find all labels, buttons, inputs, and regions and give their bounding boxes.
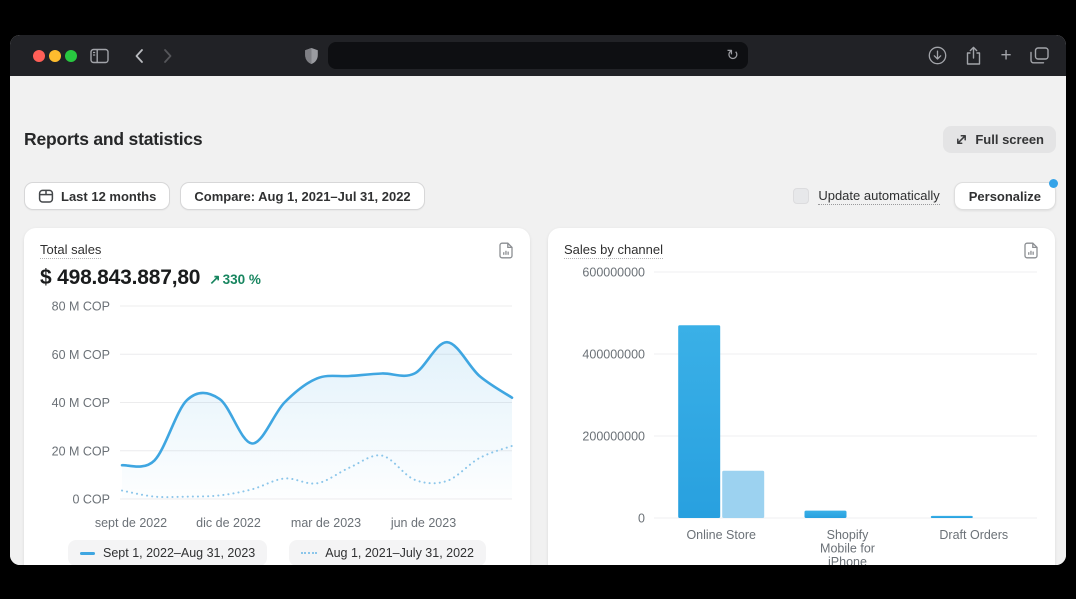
filter-left-group: Last 12 months Compare: Aug 1, 2021–Jul … (24, 182, 425, 210)
chevron-left-icon (135, 48, 143, 63)
dotted-line-swatch-icon (301, 552, 318, 554)
download-icon (928, 46, 946, 65)
sales-by-channel-title[interactable]: Sales by channel (564, 242, 664, 259)
close-window-button[interactable] (33, 50, 45, 62)
svg-text:Shopify: Shopify (827, 528, 869, 542)
file-chart-icon (1024, 242, 1038, 259)
notification-dot (1049, 179, 1058, 188)
browser-window: ↻ + (10, 35, 1066, 565)
svg-text:Draft Orders: Draft Orders (939, 528, 1008, 542)
svg-text:0: 0 (638, 512, 645, 526)
calendar-icon (38, 189, 54, 203)
personalize-label: Personalize (968, 188, 1041, 204)
page-title: Reports and statistics (24, 128, 203, 149)
forward-button[interactable] (155, 43, 181, 68)
svg-text:jun de 2023: jun de 2023 (390, 516, 456, 530)
svg-text:40 M COP: 40 M COP (52, 396, 110, 410)
total-sales-metric: $ 498.843.887,80 ↗ 330 % (40, 266, 514, 292)
export-report-button[interactable] (499, 242, 514, 262)
reload-icon[interactable]: ↻ (726, 47, 739, 64)
total-sales-change: ↗ 330 % (209, 272, 261, 288)
svg-text:dic de 2022: dic de 2022 (196, 516, 261, 530)
sales-by-channel-chart[interactable]: 600000000 400000000 200000000 0 Online Store… (564, 266, 1039, 565)
svg-text:80 M COP: 80 M COP (52, 300, 110, 314)
total-sales-change-value: 330 % (222, 272, 261, 287)
report-cards: Total sales $ 498.843.887 (24, 228, 1056, 565)
svg-text:60 M COP: 60 M COP (52, 348, 110, 362)
update-automatically-checkbox[interactable] (793, 188, 810, 204)
svg-text:400000000: 400000000 (582, 348, 645, 362)
plus-icon: + (1000, 45, 1012, 66)
filter-row: Last 12 months Compare: Aug 1, 2021–Jul … (24, 179, 1058, 210)
update-automatically-label: Update automatically (818, 187, 940, 205)
total-sales-title[interactable]: Total sales (40, 242, 102, 259)
back-button[interactable] (126, 43, 152, 68)
tabs-icon (1029, 47, 1049, 64)
chart-legend: Sept 1, 2022–Aug 31, 2023 Aug 1, 2021–Ju… (40, 540, 514, 565)
update-automatically-toggle[interactable]: Update automatically (793, 187, 940, 205)
sales-by-channel-card: Sales by channel 600000000 400000000 200 (548, 228, 1055, 565)
share-icon (966, 46, 980, 65)
full-screen-label: Full screen (975, 131, 1044, 147)
share-button[interactable] (960, 43, 986, 68)
expand-icon (957, 134, 967, 144)
sidebar-icon (89, 48, 109, 63)
svg-text:Online Store: Online Store (686, 528, 756, 542)
filter-right-group: Update automatically Personalize (793, 179, 1058, 210)
solid-line-swatch-icon (80, 551, 96, 555)
total-sales-card: Total sales $ 498.843.887 (24, 228, 530, 565)
svg-text:sept de 2022: sept de 2022 (95, 516, 167, 530)
svg-text:600000000: 600000000 (582, 266, 645, 280)
downloads-button[interactable] (924, 43, 950, 68)
privacy-report-button[interactable] (298, 43, 324, 68)
svg-text:20 M COP: 20 M COP (52, 444, 110, 458)
compare-label: Compare: Aug 1, 2021–Jul 31, 2022 (194, 188, 411, 204)
total-sales-card-header: Total sales (40, 242, 514, 260)
svg-text:iPhone: iPhone (828, 555, 867, 565)
legend-current-label: Sept 1, 2022–Aug 31, 2023 (103, 546, 256, 560)
legend-current-period: Sept 1, 2022–Aug 31, 2023 (68, 540, 268, 565)
personalize-button[interactable]: Personalize (953, 179, 1058, 210)
date-range-label: Last 12 months (61, 188, 157, 204)
sales-by-channel-card-header: Sales by channel (564, 242, 1039, 260)
svg-text:Mobile for: Mobile for (820, 542, 875, 556)
date-range-button[interactable]: Last 12 months (24, 182, 171, 210)
legend-previous-period: Aug 1, 2021–July 31, 2022 (289, 540, 486, 565)
page-header: Reports and statistics Full screen (24, 122, 1056, 156)
total-sales-value: $ 498.843.887,80 (40, 266, 201, 289)
legend-previous-label: Aug 1, 2021–July 31, 2022 (325, 546, 474, 560)
file-chart-icon (499, 242, 513, 259)
shield-icon (304, 47, 318, 64)
svg-text:200000000: 200000000 (582, 430, 645, 444)
compare-button[interactable]: Compare: Aug 1, 2021–Jul 31, 2022 (180, 182, 425, 210)
reports-page: Reports and statistics Full screen (10, 76, 1066, 565)
full-screen-button[interactable]: Full screen (943, 125, 1056, 153)
browser-titlebar: ↻ + (10, 35, 1066, 76)
address-bar[interactable]: ↻ (328, 42, 748, 69)
export-report-button[interactable] (1024, 242, 1039, 262)
zoom-window-button[interactable] (65, 50, 77, 62)
new-tab-button[interactable]: + (993, 43, 1019, 68)
chevron-right-icon (164, 48, 172, 63)
svg-text:0 COP: 0 COP (72, 493, 110, 507)
trend-up-icon: ↗ (209, 272, 221, 287)
svg-text:mar de 2023: mar de 2023 (291, 516, 361, 530)
sidebar-toggle-button[interactable] (86, 43, 112, 68)
tab-overview-button[interactable] (1026, 43, 1052, 68)
minimize-window-button[interactable] (49, 50, 61, 62)
total-sales-chart[interactable]: 80 M COP 60 M COP 40 M COP 20 M COP 0 COP sep… (40, 294, 514, 534)
